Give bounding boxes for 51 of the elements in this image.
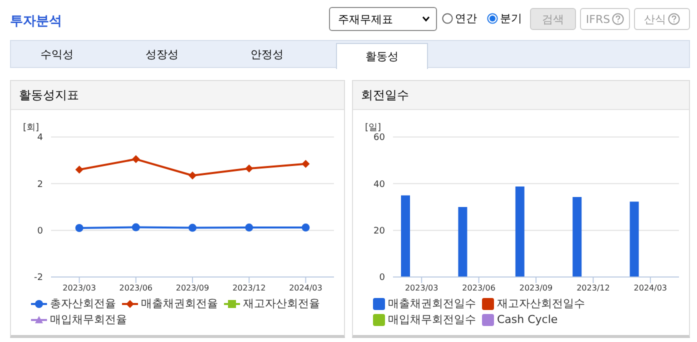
legend-label: Cash Cycle [497,313,558,327]
point [132,155,140,164]
legend-label: 매출채권회전일수 [388,297,476,311]
text: 안정성 [250,46,284,62]
chart-title: 회전일수 [353,81,689,110]
text: 연간 [455,11,477,26]
legend-label: 매출채권회전율 [141,297,218,311]
legend-label: 매입채무회전율 [50,313,127,327]
x-tick-label: 2023/09 [519,284,553,293]
text: 성장성 [144,46,180,62]
text: 주재무제표 [338,12,393,26]
point [132,223,140,232]
point [245,164,254,172]
y-tick-label: 0 [379,273,386,284]
legend-label: 재고자산회전일수 [497,297,585,311]
text: 활동성 [336,43,428,69]
legend-label: 매입채무회전일수 [388,313,476,327]
x-tick-label: 2023/03 [404,284,438,293]
legend-label: 총자산회전율 [50,297,116,311]
text: 분기 [500,11,522,26]
text: 산식 [644,12,666,26]
x-tick-label: 2023/06 [119,284,153,293]
point [245,224,254,232]
x-tick-label: 2023/09 [176,284,210,293]
text: 수익성 [40,46,74,62]
y-tick-label: 20 [374,226,386,237]
point [302,160,310,168]
x-tick-label: 2024/03 [634,284,668,293]
x-tick-label: 2024/03 [289,284,322,293]
point [302,224,310,232]
y-tick-label: 4 [37,133,44,144]
y-tick-label: 2 [37,180,43,190]
chart-title: 활동성지표 [11,81,344,110]
legend-label: 재고자산회전율 [243,297,320,311]
point [188,172,196,180]
x-tick-label: 2023/12 [576,284,610,293]
text: 투자분석 [10,13,62,30]
point [75,166,84,174]
point [188,224,196,232]
y-tick-label: 40 [374,180,386,190]
x-tick-label: 2023/06 [462,284,496,293]
y-tick-label: -2 [34,273,43,284]
y-tick-label: 60 [374,133,386,144]
text: 검색 [542,12,564,26]
x-tick-label: 2023/12 [232,284,266,293]
x-tick-label: 2023/03 [62,284,96,293]
text: IFRS [586,12,610,26]
point [75,224,84,232]
y-axis-title: [회] [23,122,40,134]
y-axis-title: [일] [365,122,382,133]
y-tick-label: 0 [37,226,44,237]
